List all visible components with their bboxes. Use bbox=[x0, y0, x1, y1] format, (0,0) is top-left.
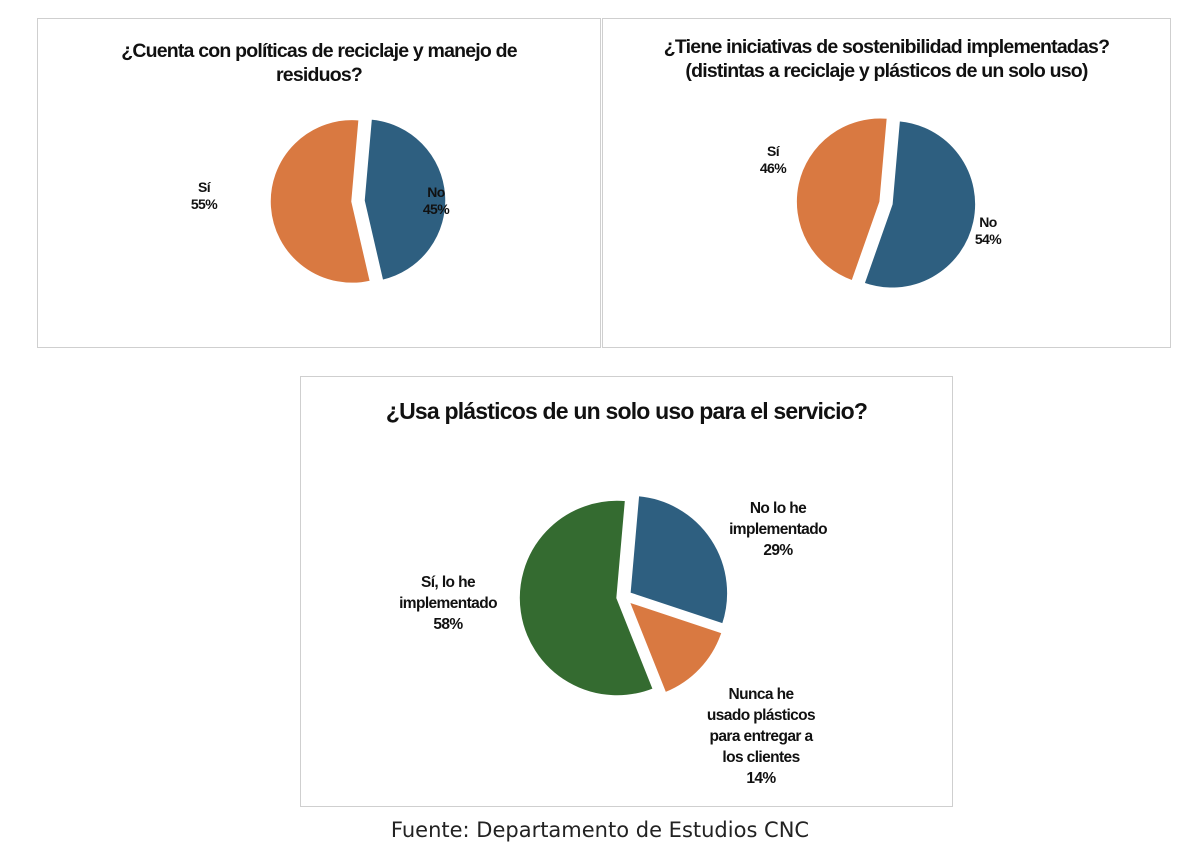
pie-slice bbox=[629, 494, 729, 625]
pie-slice bbox=[863, 119, 977, 290]
pie-slice bbox=[795, 116, 889, 282]
pie-chart-single-use-plastics: No lo he implementado 29% Nunca he usado plá… bbox=[399, 494, 828, 787]
slice-label: Nunca he usado plásticos para entregar a lo… bbox=[707, 686, 815, 787]
slice-label: No 45% bbox=[423, 184, 450, 217]
pie-chart-recycling: No 45% Sí 55% bbox=[191, 118, 451, 285]
pie-slice bbox=[627, 600, 724, 694]
slice-label: No lo he implementado 29% bbox=[729, 500, 827, 559]
chart-panel-recycling: ¿Cuenta con políticas de reciclaje y man… bbox=[37, 18, 601, 348]
pie-chart-sustainability: No 54% Sí 46% bbox=[760, 116, 1003, 290]
chart-panel-single-use-plastics: ¿Usa plásticos de un solo uso para el se… bbox=[300, 376, 953, 807]
chart-panel-sustainability: ¿Tiene iniciativas de sostenibilidad imp… bbox=[602, 18, 1171, 348]
slice-label: Sí, lo he implementado 58% bbox=[399, 574, 497, 633]
pie-slice bbox=[269, 118, 372, 285]
source-footnote: Fuente: Departamento de Estudios CNC bbox=[390, 818, 810, 842]
slice-label: No 54% bbox=[975, 214, 1002, 247]
slice-label: Sí 46% bbox=[760, 143, 787, 176]
chart-title: ¿Tiene iniciativas de sostenibilidad imp… bbox=[663, 36, 1110, 83]
chart-title: ¿Cuenta con políticas de reciclaje y man… bbox=[121, 40, 517, 87]
pie-slice bbox=[518, 499, 655, 697]
chart-title: ¿Usa plásticos de un solo uso para el se… bbox=[385, 398, 868, 424]
slice-label: Sí 55% bbox=[191, 179, 218, 212]
pie-slice bbox=[363, 118, 447, 282]
